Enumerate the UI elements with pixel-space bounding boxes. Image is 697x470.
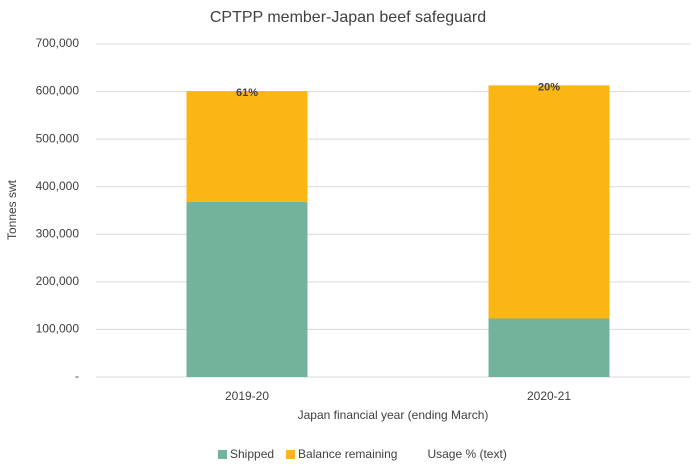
y-tick-label: - (75, 369, 79, 383)
bar-segment (488, 318, 610, 377)
y-tick-label: 500,000 (36, 131, 80, 145)
legend-label: Shipped (230, 447, 274, 461)
x-tick-label: 2019-20 (225, 389, 269, 403)
legend-label: Balance remaining (298, 447, 397, 461)
y-tick-label: 400,000 (36, 179, 80, 193)
x-tick-label: 2020-21 (527, 389, 571, 403)
legend-swatch (286, 450, 296, 459)
chart-title: CPTPP member-Japan beef safeguard (210, 9, 486, 26)
y-tick-label: 700,000 (36, 36, 80, 50)
data-label: 20% (538, 81, 560, 93)
data-label: 61% (236, 87, 258, 99)
y-tick-label: 100,000 (36, 322, 80, 336)
y-tick-label: 600,000 (36, 84, 80, 98)
y-tick-label: 300,000 (36, 226, 80, 240)
bar-segment (488, 85, 610, 319)
legend-swatch (218, 450, 227, 459)
x-axis-title: Japan financial year (ending March) (298, 408, 489, 422)
bar-segment (186, 201, 308, 377)
y-tick-label: 200,000 (36, 274, 80, 288)
y-axis-title: Tonnes swt (5, 179, 19, 240)
bar-segment (186, 91, 308, 202)
legend-label: Usage % (text) (427, 447, 506, 461)
